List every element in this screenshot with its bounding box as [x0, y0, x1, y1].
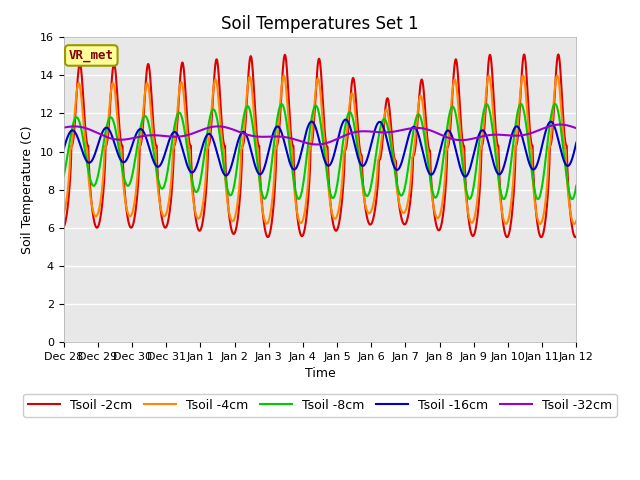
Tsoil -32cm [508, 132, 515, 138]
Line: Tsoil -4cm: Tsoil -4cm [64, 75, 576, 224]
Line: Tsoil -2cm: Tsoil -2cm [64, 55, 576, 237]
Tsoil -16cm [148, 156, 156, 161]
Title: Soil Temperatures Set 1: Soil Temperatures Set 1 [221, 15, 419, 33]
Tsoil -16cm [508, 134, 515, 140]
Legend: Tsoil -2cm, Tsoil -4cm, Tsoil -8cm, Tsoil -16cm, Tsoil -32cm: Tsoil -2cm, Tsoil -4cm, Tsoil -8cm, Tsoi… [23, 394, 617, 417]
Tsoil -4cm [278, 77, 286, 83]
Tsoil -32cm [572, 125, 580, 131]
Tsoil -8cm [507, 160, 515, 166]
Tsoil -2cm [538, 234, 545, 240]
Tsoil -2cm [118, 143, 126, 149]
Tsoil -8cm [60, 173, 68, 179]
Y-axis label: Soil Temperature (C): Soil Temperature (C) [21, 125, 35, 254]
Tsoil -8cm [257, 181, 264, 187]
Tsoil -16cm [572, 140, 580, 145]
Line: Tsoil -32cm: Tsoil -32cm [64, 124, 576, 144]
Tsoil -4cm [570, 221, 578, 227]
Tsoil -2cm [148, 110, 156, 116]
Tsoil -4cm [60, 211, 68, 216]
Tsoil -32cm [148, 132, 156, 138]
Tsoil -4cm [148, 128, 156, 133]
Tsoil -16cm [60, 146, 68, 152]
Tsoil -16cm [342, 117, 349, 122]
Tsoil -4cm [554, 72, 561, 78]
Tsoil -32cm [278, 134, 286, 140]
Line: Tsoil -16cm: Tsoil -16cm [64, 120, 576, 177]
Tsoil -4cm [507, 201, 515, 207]
Tsoil -16cm [461, 174, 469, 180]
Tsoil -8cm [148, 143, 156, 148]
Tsoil -16cm [278, 132, 286, 138]
Tsoil -8cm [551, 101, 559, 107]
Tsoil -2cm [507, 219, 515, 225]
Tsoil -2cm [257, 176, 264, 181]
Line: Tsoil -8cm: Tsoil -8cm [64, 104, 576, 199]
Tsoil -8cm [278, 102, 286, 108]
Tsoil -32cm [60, 125, 68, 131]
Tsoil -4cm [118, 166, 126, 171]
Tsoil -2cm [572, 234, 580, 240]
Tsoil -4cm [257, 188, 264, 193]
Tsoil -8cm [563, 174, 570, 180]
Tsoil -32cm [563, 122, 570, 128]
Tsoil -2cm [563, 143, 570, 149]
Tsoil -32cm [313, 142, 321, 147]
Tsoil -4cm [563, 168, 570, 173]
X-axis label: Time: Time [305, 367, 335, 380]
Tsoil -16cm [257, 171, 264, 177]
Tsoil -16cm [563, 163, 570, 168]
Tsoil -2cm [554, 52, 562, 58]
Tsoil -4cm [572, 218, 580, 224]
Tsoil -8cm [118, 166, 126, 171]
Tsoil -32cm [257, 134, 264, 140]
Text: VR_met: VR_met [69, 49, 114, 62]
Tsoil -8cm [572, 183, 580, 189]
Tsoil -2cm [60, 224, 68, 230]
Tsoil -32cm [556, 121, 564, 127]
Tsoil -2cm [278, 72, 286, 78]
Tsoil -32cm [118, 137, 126, 143]
Tsoil -8cm [534, 196, 542, 202]
Tsoil -16cm [118, 159, 126, 165]
